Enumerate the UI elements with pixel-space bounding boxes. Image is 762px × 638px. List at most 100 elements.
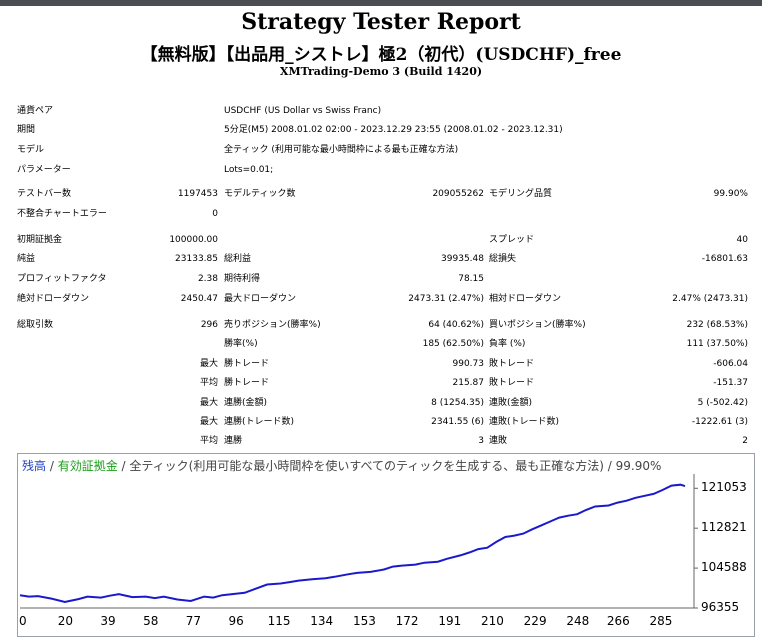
period-label: 期間 <box>17 125 36 135</box>
win-label: 勝率(%) <box>224 339 258 349</box>
cons-win-amt-value: 8 (1254.35) <box>431 398 484 408</box>
avg-loss-label: 敗トレード <box>489 378 535 388</box>
chart-plot <box>19 474 698 609</box>
ticks-label: モデルティック数 <box>224 189 296 199</box>
avg-loss-value: -151.37 <box>713 378 748 388</box>
pf-value: 2.38 <box>197 274 218 284</box>
avg-win-label: 勝トレード <box>224 378 270 388</box>
largest-loss-label: 敗トレード <box>489 359 535 369</box>
largest-loss-value: -606.04 <box>713 359 748 369</box>
short-label: 売りポジション(勝率%) <box>224 320 321 330</box>
avg-label: 平均 <box>200 436 219 446</box>
x-tick-label: 20 <box>57 614 73 628</box>
x-tick-label: 266 <box>606 614 630 628</box>
symbol-value: USDCHF (US Dollar vs Swiss Franc) <box>224 106 382 116</box>
x-tick-label: 115 <box>267 614 291 628</box>
largest-win-label: 勝トレード <box>224 359 270 369</box>
avg-cons-loss-label: 連敗 <box>489 436 508 446</box>
x-tick-label: 172 <box>395 614 419 628</box>
balance-chart: 残高 / 有効証拠金 / 全ティック(利用可能な最小時間枠を使いすべてのティック… <box>17 453 755 637</box>
mismatch-label: 不整合チャートエラー <box>17 209 107 219</box>
bars-value: 1197453 <box>177 189 218 199</box>
short-value: 64 (40.62%) <box>428 320 484 330</box>
absdd-value: 2450.47 <box>180 294 218 304</box>
x-tick-label: 153 <box>352 614 376 628</box>
cons-win-amt-label: 連勝(金額) <box>224 398 268 408</box>
expected-value: 78.15 <box>458 274 484 284</box>
avg-win-value: 215.87 <box>452 378 485 388</box>
cons-loss-cnt-value: -1222.61 (3) <box>691 417 748 427</box>
largest-win-value: 990.73 <box>452 359 485 369</box>
trades-value: 296 <box>200 320 218 330</box>
cons-loss-amt-value: 5 (-502.42) <box>697 398 748 408</box>
grossloss-value: -16801.63 <box>701 254 748 264</box>
model-label: モデル <box>17 145 45 155</box>
quality-label: モデリング品質 <box>489 189 553 199</box>
mismatch-value: 0 <box>212 209 218 219</box>
avg-label: 平均 <box>200 378 219 388</box>
win-value: 185 (62.50%) <box>422 339 484 349</box>
max-label: 最大 <box>200 398 219 408</box>
y-tick-label: 104588 <box>701 560 747 575</box>
maxdd-value: 2473.31 (2.47%) <box>408 294 484 304</box>
netprofit-value: 23133.85 <box>175 254 218 264</box>
trades-label: 総取引数 <box>17 320 54 330</box>
spread-label: スプレッド <box>489 235 535 245</box>
cons-win-cnt-label: 連勝(トレード数) <box>224 417 295 427</box>
cons-loss-cnt-label: 連敗(トレード数) <box>489 417 560 427</box>
expected-label: 期待利得 <box>224 274 261 284</box>
legend-separator: / <box>46 459 58 473</box>
x-tick-label: 96 <box>228 614 244 628</box>
reldd-label: 相対ドローダウン <box>489 294 562 304</box>
quality-value: 99.90% <box>713 189 748 199</box>
max-label: 最大 <box>200 359 219 369</box>
x-tick-label: 39 <box>100 614 116 628</box>
report-title: Strategy Tester Report <box>241 9 521 35</box>
params-label: パラメーター <box>17 165 71 175</box>
symbol-label: 通貨ペア <box>17 106 54 116</box>
absdd-label: 絶対ドローダウン <box>17 294 90 304</box>
reldd-value: 2.47% (2473.31) <box>672 294 748 304</box>
server-info: XMTrading-Demo 3 (Build 1420) <box>279 65 483 78</box>
params-value: Lots=0.01; <box>224 165 274 175</box>
legend-model: / 全ティック(利用可能な最小時間枠を使いすべてのティックを生成する、最も正確な… <box>117 459 662 473</box>
x-tick-label: 191 <box>438 614 462 628</box>
cons-loss-amt-label: 連敗(金額) <box>489 398 533 408</box>
balance-line <box>19 483 686 604</box>
y-tick-label: 121053 <box>701 480 747 495</box>
bars-label: テストバー数 <box>17 189 72 199</box>
top-bar <box>0 0 762 6</box>
y-tick-label: 112821 <box>701 520 747 535</box>
avg-cons-loss-value: 2 <box>742 436 748 446</box>
long-label: 買いポジション(勝率%) <box>489 320 586 330</box>
expert-name: 【無料版】【出品用_シストレ】極2（初代）(USDCHF)_free <box>140 45 622 65</box>
netprofit-label: 純益 <box>17 254 36 264</box>
grossprofit-label: 総利益 <box>224 254 252 264</box>
cons-win-cnt-value: 2341.55 (6) <box>431 417 484 427</box>
spread-value: 40 <box>736 235 748 245</box>
chart-legend: 残高 / 有効証拠金 / 全ティック(利用可能な最小時間枠を使いすべてのティック… <box>22 457 661 474</box>
x-tick-label: 229 <box>523 614 547 628</box>
x-tick-label: 210 <box>481 614 504 628</box>
avg-cons-win-label: 連勝 <box>224 436 243 446</box>
x-tick-label: 77 <box>185 614 202 628</box>
legend-balance: 残高 <box>22 459 47 473</box>
long-value: 232 (68.53%) <box>686 320 748 330</box>
avg-cons-win-value: 3 <box>478 436 484 446</box>
deposit-value: 100000.00 <box>169 235 218 245</box>
x-tick-label: 134 <box>310 614 334 628</box>
legend-equity: 有効証拠金 <box>57 459 118 473</box>
ticks-value: 209055262 <box>432 189 484 199</box>
pf-label: プロフィットファクタ <box>17 274 107 284</box>
grossprofit-value: 39935.48 <box>441 254 484 264</box>
x-tick-label: 248 <box>566 614 590 628</box>
grossloss-label: 総損失 <box>489 254 517 264</box>
y-tick-label: 96355 <box>701 600 740 614</box>
x-tick-label: 285 <box>649 614 673 628</box>
max-label: 最大 <box>200 417 219 427</box>
x-tick-label: 58 <box>143 614 159 628</box>
deposit-label: 初期証拠金 <box>17 235 63 245</box>
loss-value: 111 (37.50%) <box>686 339 748 349</box>
loss-label: 負率 (%) <box>489 339 526 349</box>
x-tick-label: 0 <box>19 614 27 628</box>
